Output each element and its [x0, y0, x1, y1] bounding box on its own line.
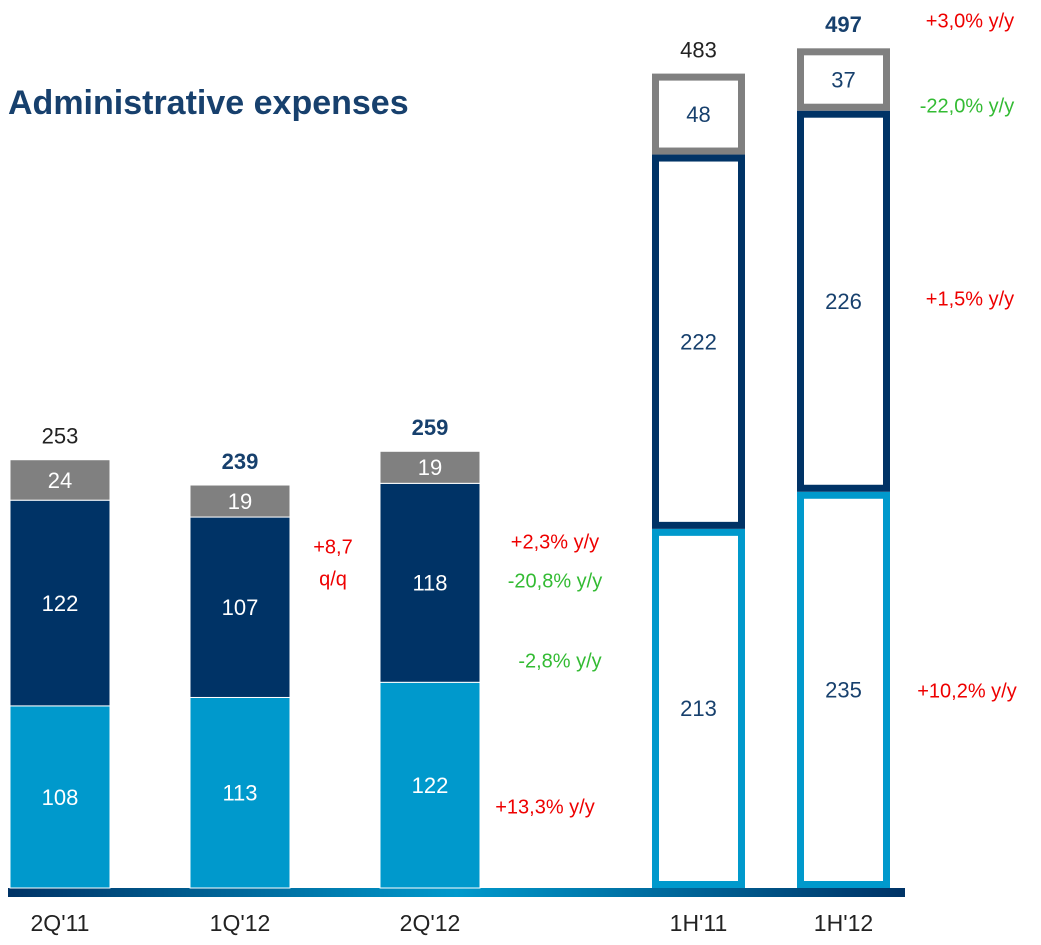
x-tick-label: 2Q'11	[31, 910, 90, 936]
x-tick-label: 1H'12	[814, 910, 873, 936]
segment-label: 122	[42, 591, 79, 616]
annotation: +1,5% y/y	[926, 288, 1014, 310]
segment-label: 19	[228, 489, 252, 514]
segment-label: 48	[686, 102, 710, 127]
x-tick-label: 1Q'12	[210, 910, 271, 936]
bar-segment	[9, 705, 111, 889]
bar-segment	[379, 681, 481, 889]
annotation: -2,8% y/y	[518, 650, 601, 672]
bar-segment	[797, 110, 890, 492]
total-label: 259	[412, 415, 449, 440]
bar-segment	[652, 154, 745, 529]
segment-label: 108	[42, 785, 79, 810]
bar-segment	[379, 450, 481, 484]
segment-label: 122	[412, 773, 449, 798]
bar-segment	[797, 491, 890, 888]
segment-label: 118	[412, 571, 447, 596]
segment-label: 24	[48, 468, 72, 493]
annotation: +10,2% y/y	[917, 680, 1017, 702]
bar-segment	[189, 484, 291, 518]
x-tick-label: 1H'11	[670, 910, 728, 936]
segment-label: 235	[825, 678, 862, 703]
annotation: +3,0% y/y	[926, 10, 1014, 32]
segment-label: 213	[680, 696, 717, 721]
annotation: +2,3% y/y	[511, 531, 599, 553]
total-label: 483	[680, 37, 717, 62]
bar-segment	[652, 73, 745, 155]
segment-label: 107	[222, 595, 259, 620]
annotation: +8,7	[313, 536, 352, 558]
bar-segment	[189, 516, 291, 698]
annotation: q/q	[319, 568, 347, 590]
total-label: 253	[42, 424, 79, 449]
baseline	[8, 888, 905, 897]
total-label: 239	[222, 449, 259, 474]
annotation: -20,8% y/y	[508, 570, 602, 592]
segment-label: 222	[680, 330, 717, 355]
bar-segment	[797, 48, 890, 111]
chart-title: Administrative expenses	[8, 84, 409, 122]
bar-segment	[189, 696, 291, 889]
bar-segment	[9, 499, 111, 707]
x-tick-label: 2Q'12	[400, 910, 461, 936]
annotation: -22,0% y/y	[920, 95, 1014, 117]
segment-label: 226	[825, 289, 862, 314]
segment-label: 113	[222, 781, 257, 806]
bar-segment	[379, 482, 481, 683]
total-label: 497	[825, 12, 862, 37]
bar-segment	[9, 459, 111, 501]
segment-label: 37	[831, 67, 855, 92]
segment-label: 19	[418, 455, 442, 480]
annotation: +13,3% y/y	[495, 796, 595, 818]
bar-segment	[652, 528, 745, 888]
